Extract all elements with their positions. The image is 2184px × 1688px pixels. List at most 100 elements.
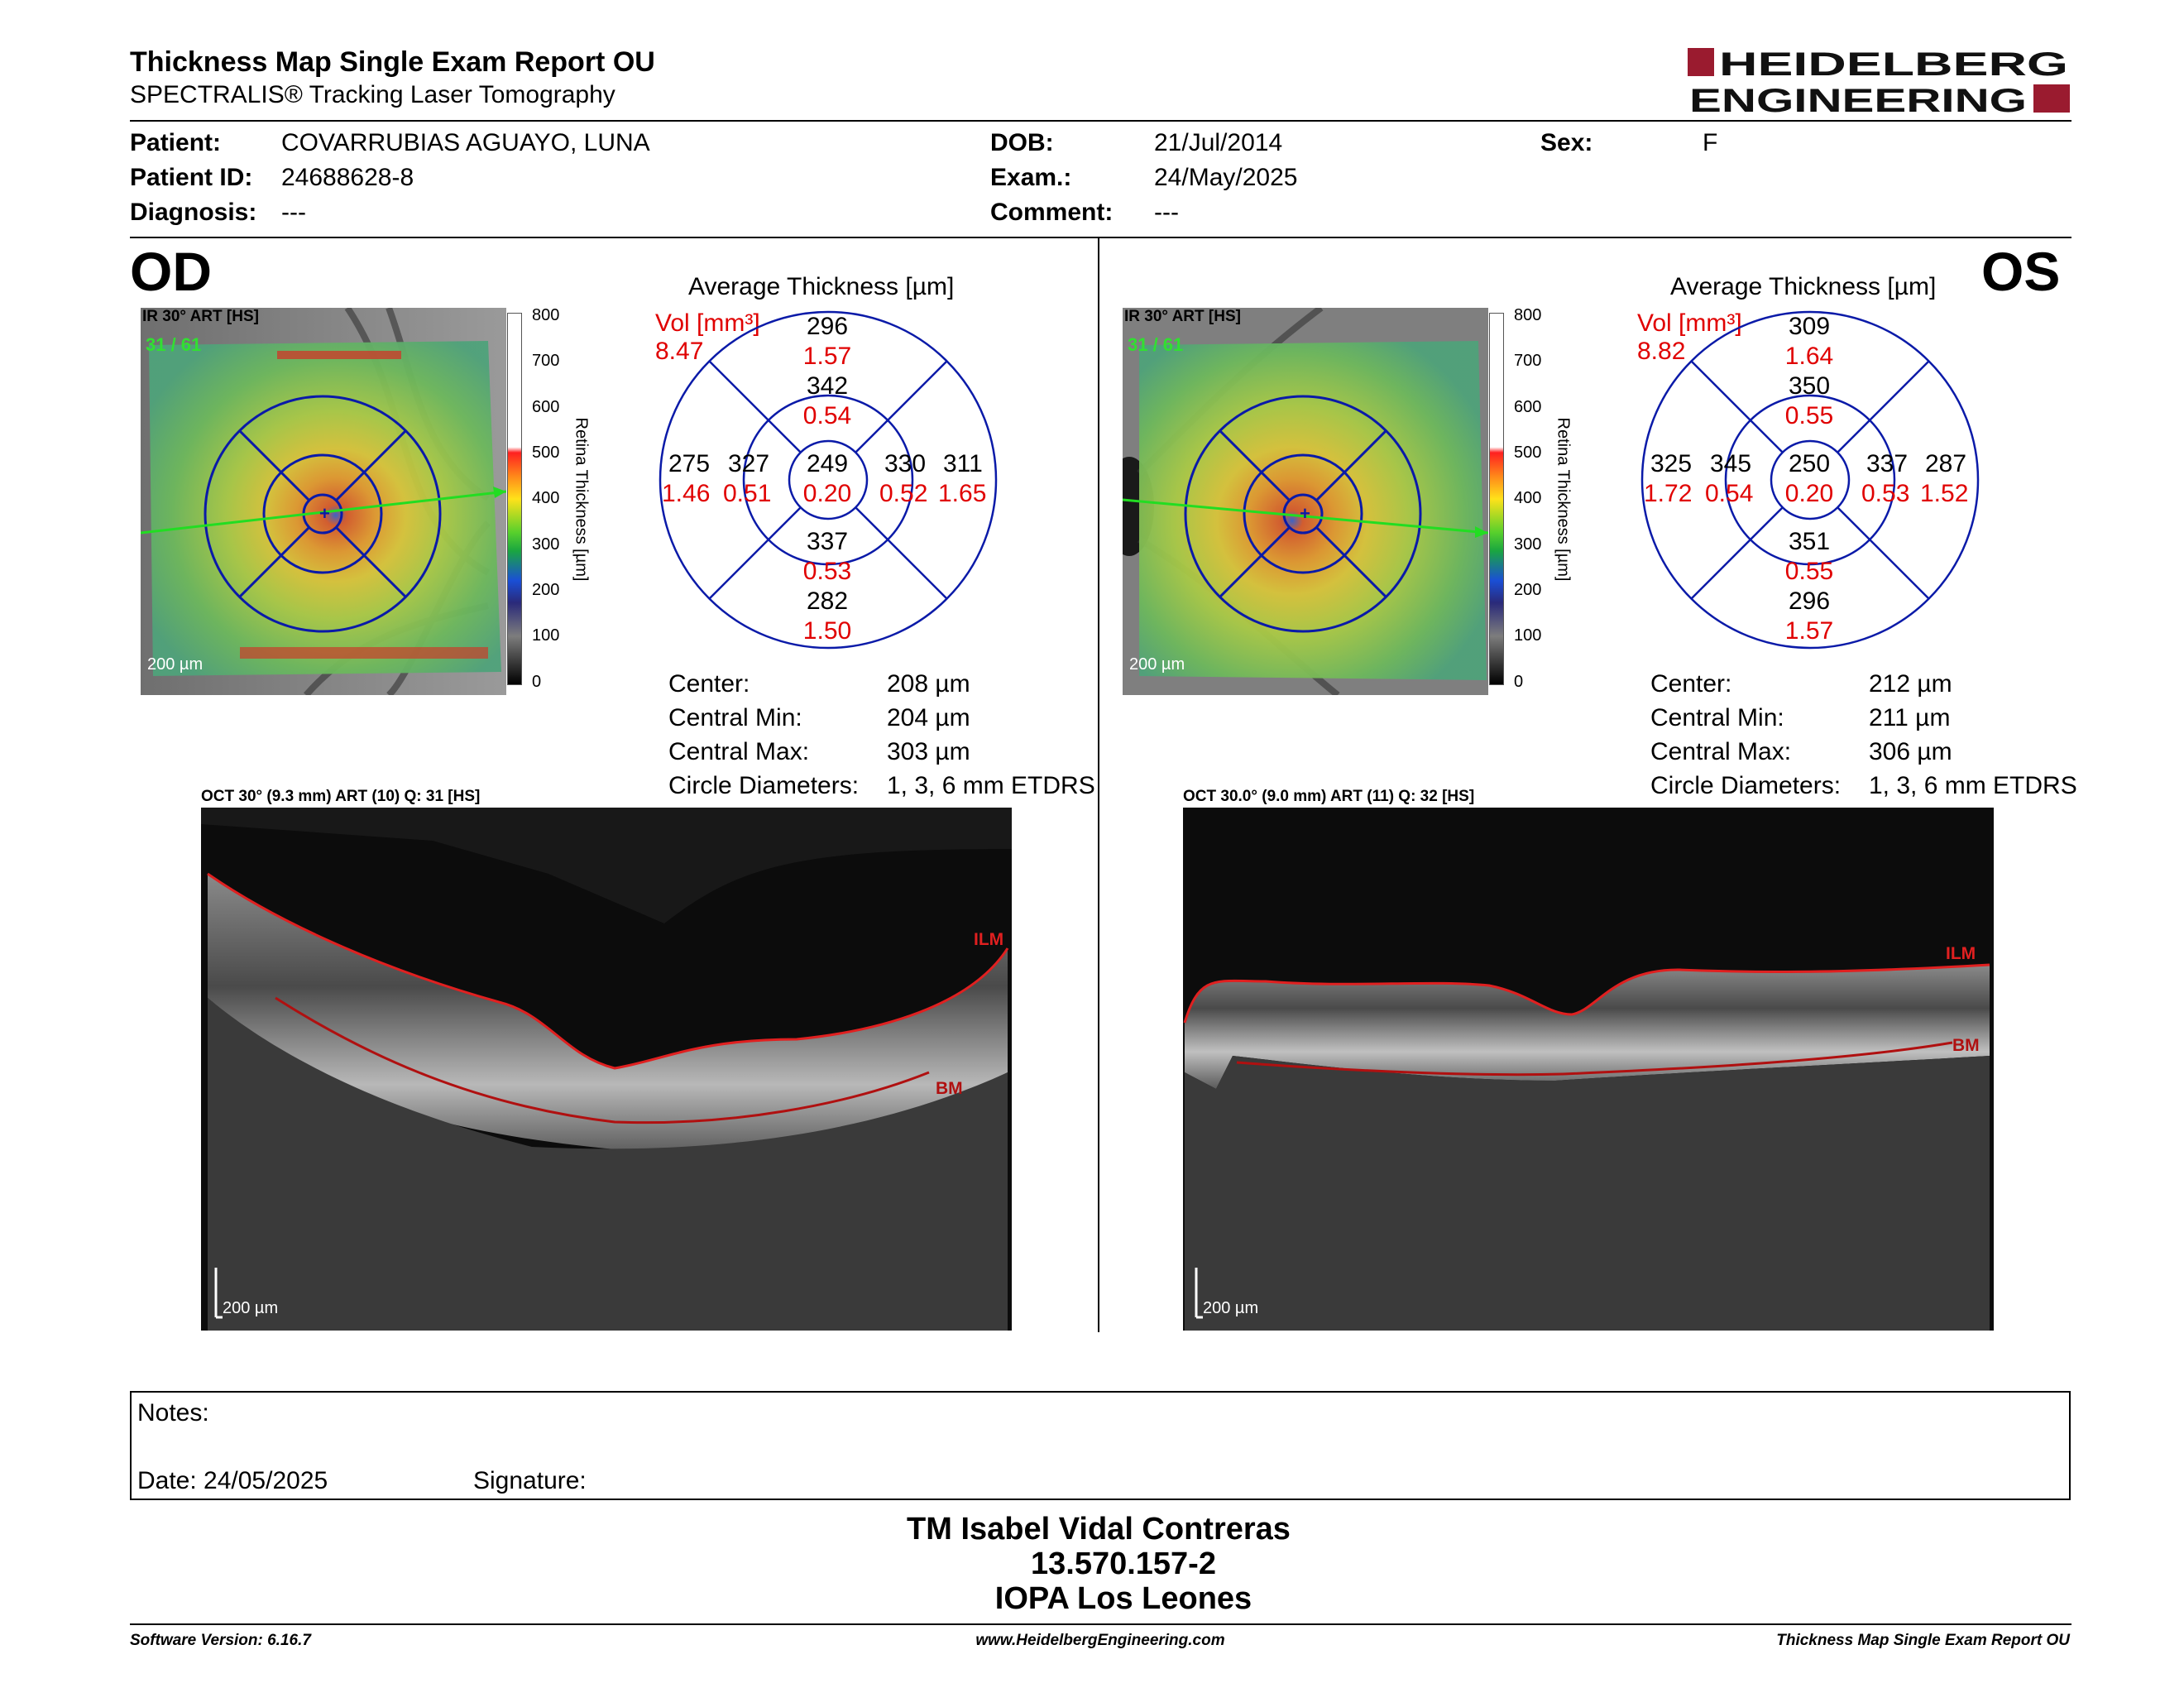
report-subtitle: SPECTRALIS® Tracking Laser Tomography <box>130 81 615 108</box>
os-outer-sup-volume: 1.64 <box>1784 343 1834 370</box>
os-outer-nas-thickness: 287 <box>1925 450 1967 477</box>
footer-rule <box>130 1623 2071 1625</box>
od-inner-inf-volume: 0.53 <box>802 558 852 585</box>
od-inner-inf-thickness: 337 <box>807 528 849 555</box>
os-bm-label: BM <box>1952 1036 1980 1055</box>
od-outer-temp-thickness: 275 <box>668 450 711 477</box>
header-rule <box>130 120 2071 122</box>
od-colorbar <box>507 313 522 685</box>
od-inner-nas-volume: 0.52 <box>879 480 928 507</box>
od-center-thickness: 249 <box>807 450 849 477</box>
os-inner-nas-volume: 0.53 <box>1861 480 1910 507</box>
os-inner-sup-volume: 0.55 <box>1784 402 1834 429</box>
od-outer-sup-volume: 1.57 <box>802 343 852 370</box>
os-inner-temp-volume: 0.54 <box>1705 480 1754 507</box>
od-colorbar-title: Retina Thickness [µm] <box>572 417 591 582</box>
od-stat-value: 303 µm <box>887 738 970 765</box>
od-outer-inf-thickness: 282 <box>807 587 849 615</box>
os-outer-nas-volume: 1.52 <box>1920 480 1969 507</box>
os-outer-temp-volume: 1.72 <box>1644 480 1693 507</box>
os-oct-label: OCT 30.0° (9.0 mm) ART (11) Q: 32 [HS] <box>1183 788 1475 805</box>
od-center-volume: 0.20 <box>802 480 852 507</box>
od-outer-nas-volume: 1.65 <box>938 480 987 507</box>
os-eye-label: OS <box>1981 241 2061 302</box>
patient-label: Patient: <box>130 129 222 156</box>
os-center-volume: 0.20 <box>1784 480 1834 507</box>
od-inner-sup-volume: 0.54 <box>802 402 852 429</box>
od-oct-bscan: ILM BM 200 µm <box>201 808 1012 1331</box>
software-version: Software Version: 6.16.7 <box>130 1632 311 1649</box>
signatory-id: 13.570.157-2 <box>1031 1547 1216 1581</box>
os-stat-value: 306 µm <box>1869 738 1952 765</box>
patient-rule <box>130 237 2071 238</box>
od-inner-temp-thickness: 327 <box>728 450 770 477</box>
os-colorbar <box>1489 313 1504 685</box>
os-stat-value: 1, 3, 6 mm ETDRS <box>1869 772 2077 799</box>
footer-url[interactable]: www.HeidelbergEngineering.com <box>975 1632 1225 1649</box>
os-outer-inf-volume: 1.57 <box>1784 617 1834 645</box>
os-inner-nas-thickness: 337 <box>1866 450 1909 477</box>
report-title: Thickness Map Single Exam Report OU <box>130 46 655 78</box>
notes-signature-label: Signature: <box>473 1467 587 1494</box>
svg-text:+: + <box>1300 503 1310 524</box>
diagnosis-label: Diagnosis: <box>130 199 257 226</box>
notes-label: Notes: <box>137 1399 209 1427</box>
os-stat-label: Circle Diameters: <box>1650 772 1842 799</box>
os-ilm-label: ILM <box>1946 944 1976 963</box>
os-oct-scale-bar: 200 µm <box>1203 1299 1259 1317</box>
os-vol-label: Vol [mm³] <box>1637 309 1742 337</box>
signatory-name: TM Isabel Vidal Contreras <box>907 1512 1291 1547</box>
os-inner-inf-volume: 0.55 <box>1784 558 1834 585</box>
os-inner-sup-thickness: 350 <box>1789 372 1831 400</box>
od-vol-total: 8.47 <box>655 338 704 365</box>
os-etdrs-grid <box>1640 309 1980 650</box>
os-outer-temp-thickness: 325 <box>1650 450 1693 477</box>
od-oct-scale-bar: 200 µm <box>223 1299 279 1317</box>
od-ilm-label: ILM <box>974 930 1004 949</box>
od-stat-value: 204 µm <box>887 704 970 731</box>
os-colorbar-title: Retina Thickness [µm] <box>1554 417 1573 582</box>
od-stat-label: Center: <box>668 670 750 698</box>
od-avg-title: Average Thickness [µm] <box>688 273 955 300</box>
logo-line2: ENGINEERING <box>1689 83 2027 116</box>
os-colorbar-ticks: 800 700 600 500 400 300 200 100 0 <box>1514 306 1542 691</box>
od-inner-temp-volume: 0.51 <box>723 480 772 507</box>
os-oct-bscan: ILM BM 200 µm <box>1183 808 1994 1331</box>
od-stat-label: Central Min: <box>668 704 802 731</box>
od-outer-temp-volume: 1.46 <box>662 480 711 507</box>
sex-value: F <box>1703 129 1718 156</box>
os-stat-value: 212 µm <box>1869 670 1952 698</box>
os-stat-label: Central Min: <box>1650 704 1784 731</box>
od-ir-counter: 31 / 61 <box>146 334 202 355</box>
os-ir-label: IR 30° ART [HS] <box>1124 308 1241 325</box>
os-outer-inf-thickness: 296 <box>1789 587 1831 615</box>
os-ir-scale-bar: 200 µm <box>1129 655 1185 674</box>
os-fundus-thickness-map: + IR 30° ART [HS] 31 / 61 200 µm <box>1104 305 1489 698</box>
eye-divider <box>1098 238 1099 1332</box>
os-inner-temp-thickness: 345 <box>1710 450 1752 477</box>
od-oct-label: OCT 30° (9.3 mm) ART (10) Q: 31 [HS] <box>201 788 481 805</box>
od-outer-nas-thickness: 311 <box>943 450 983 477</box>
os-center-thickness: 250 <box>1789 450 1831 477</box>
os-ir-counter: 31 / 61 <box>1128 334 1184 355</box>
dob-label: DOB: <box>990 129 1054 156</box>
od-ir-scale-bar: 200 µm <box>147 655 204 674</box>
os-stat-value: 211 µm <box>1869 704 1951 731</box>
os-avg-title: Average Thickness [µm] <box>1670 273 1937 300</box>
od-stat-label: Central Max: <box>668 738 810 765</box>
logo-line1: HEIDELBERG <box>1719 46 2068 83</box>
sex-label: Sex: <box>1540 129 1593 156</box>
comment-label: Comment: <box>990 199 1114 226</box>
od-inner-sup-thickness: 342 <box>807 372 849 400</box>
notes-date: Date: 24/05/2025 <box>137 1467 328 1494</box>
heidelberg-logo: HEIDELBERG ENGINEERING <box>1688 46 2070 119</box>
od-inner-nas-thickness: 330 <box>884 450 927 477</box>
od-outer-inf-volume: 1.50 <box>802 617 852 645</box>
notes-box: Notes: Date: 24/05/2025 Signature: <box>130 1391 2071 1500</box>
od-etdrs-grid <box>658 309 999 650</box>
diagnosis-value: --- <box>281 199 306 226</box>
od-vol-label: Vol [mm³] <box>655 309 760 337</box>
patient-id: 24688628-8 <box>281 164 414 191</box>
os-stat-label: Center: <box>1650 670 1732 698</box>
od-outer-sup-thickness: 296 <box>807 313 849 340</box>
